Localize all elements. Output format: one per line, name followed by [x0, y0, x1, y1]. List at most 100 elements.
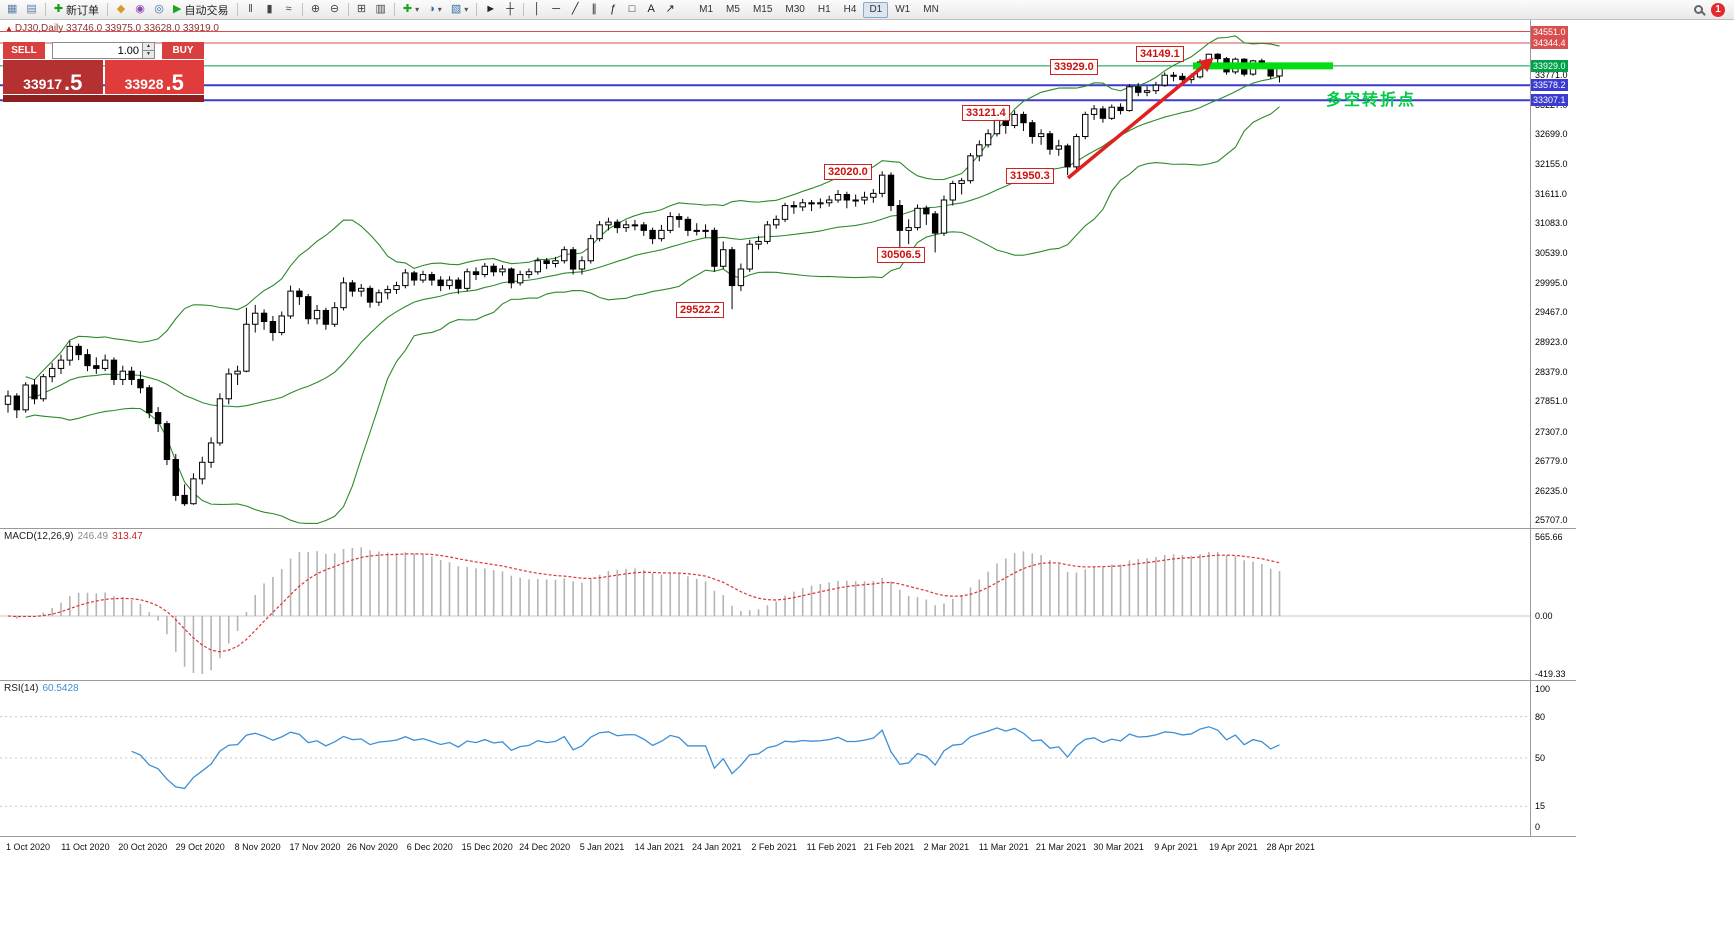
panel-separator[interactable]	[0, 528, 1576, 529]
add-indicator-button[interactable]: ✚ ▾	[399, 1, 423, 18]
price-axis[interactable]: 33771.033227.032699.032155.031611.031083…	[1530, 20, 1576, 528]
price-marker-34344.4: 34344.4	[1531, 36, 1568, 49]
alerts-icon[interactable]: ◉	[131, 1, 149, 18]
price-marker-33929.0: 33929.0	[1531, 59, 1568, 72]
period-button[interactable]: ◑ ▾	[424, 1, 446, 18]
volume-up-icon[interactable]: ▲	[143, 43, 154, 51]
timeframe-m15-button[interactable]: M15	[752, 4, 773, 15]
timeframe-d1-button[interactable]: D1	[863, 1, 889, 18]
volume-down-icon[interactable]: ▼	[143, 51, 154, 58]
candle-body	[128, 370, 135, 380]
time-axis[interactable]: 1 Oct 2020 11 Oct 2020 20 Oct 2020 29 Oct 2…	[0, 837, 1576, 858]
turning-point-note[interactable]: 多空转折点	[1326, 92, 1417, 109]
template-button[interactable]: ▧ ▾	[447, 1, 472, 18]
toolbar-separator	[393, 3, 395, 16]
main-chart[interactable]: ▲ DJ30,Daily 33746.0 33975.0 33628.0 3391…	[0, 20, 1530, 528]
candle-body	[296, 290, 303, 298]
candle-body	[561, 249, 568, 262]
candle-body	[508, 268, 515, 284]
buy-price[interactable]: 33928 .5	[104, 60, 204, 94]
time-label: 24 Jan 2021	[692, 842, 742, 852]
buy-button[interactable]: BUY	[162, 42, 204, 59]
candle-body	[940, 199, 948, 234]
macd-axis[interactable]: 565.66 0.00 -419.33	[1530, 529, 1576, 680]
price-annotation[interactable]: 33929.0	[1050, 59, 1098, 75]
timeframe-h1-button[interactable]: H1	[817, 4, 831, 15]
rsi-axis[interactable]: 100 80 50 15 0	[1530, 681, 1576, 836]
candle-body	[243, 323, 250, 372]
fibonacci-icon: ƒ	[610, 3, 617, 15]
new-order-button-label: 新订单	[66, 4, 100, 17]
zoom-out-icon[interactable]: ⊖	[326, 1, 344, 18]
autotrading-button[interactable]: ▶ 自动交易	[169, 1, 232, 18]
market-icon[interactable]: ◎	[150, 1, 168, 18]
sell-button[interactable]: SELL	[3, 42, 45, 59]
notification-badge[interactable]: 1	[1711, 2, 1725, 17]
metaeditor-icon[interactable]: ◆	[112, 1, 130, 18]
text-icon: A	[647, 3, 655, 15]
candle-body	[1161, 74, 1168, 86]
channel-icon[interactable]: ∥	[585, 1, 603, 18]
rsi-tick: 100	[1535, 684, 1551, 694]
trend-arrow-line[interactable]	[1066, 62, 1208, 180]
timeframe-m5-button[interactable]: M5	[726, 4, 740, 15]
search-icon[interactable]	[1694, 5, 1703, 14]
macd-chart	[0, 547, 1530, 674]
price-tick: 25707.0	[1535, 514, 1568, 525]
bars-chart-icon[interactable]: ‖	[242, 1, 260, 18]
timeframe-w1-button[interactable]: W1	[895, 4, 911, 15]
text-icon[interactable]: A	[642, 1, 660, 18]
arrows-icon: ↗	[665, 3, 675, 15]
time-label: 15 Dec 2020	[461, 842, 513, 852]
candle-body	[931, 213, 939, 234]
autotrading-icon: ▶	[173, 3, 182, 15]
panel-separator[interactable]	[0, 836, 1576, 837]
rsi-chart	[0, 716, 1530, 807]
new-order-button[interactable]: ✚ 新订单	[50, 1, 103, 18]
crosshair-icon[interactable]: ┼	[501, 1, 519, 18]
new-chart-icon[interactable]: ▦	[3, 1, 21, 18]
price-annotation[interactable]: 30506.5	[877, 247, 925, 263]
fibonacci-icon[interactable]: ƒ	[604, 1, 622, 18]
candle-body	[587, 238, 594, 262]
line-chart-icon[interactable]: ≈	[280, 1, 298, 18]
sell-price[interactable]: 33917 .5	[3, 60, 103, 94]
tile-windows-icon[interactable]: ⊞	[353, 1, 371, 18]
price-annotation[interactable]: 33121.4	[962, 105, 1010, 121]
candle-body	[825, 199, 833, 204]
panel-separator[interactable]	[0, 680, 1576, 681]
timeframe-m1-button[interactable]: M1	[699, 4, 714, 15]
rsi-tick: 0	[1535, 822, 1541, 832]
zoom-in-icon[interactable]: ⊕	[307, 1, 325, 18]
arrows-icon[interactable]: ↗	[661, 1, 679, 18]
data-window-icon[interactable]: ▥	[372, 1, 390, 18]
timeframe-h4-button[interactable]: H4	[843, 4, 857, 15]
vertical-line-icon[interactable]: │	[528, 1, 546, 18]
rsi-tick: 80	[1535, 711, 1546, 722]
chart-ohlc-text: DJ30,Daily 33746.0 33975.0 33628.0 33919…	[14, 23, 219, 34]
price-annotation[interactable]: 31950.3	[1006, 168, 1054, 184]
candle-body	[1090, 108, 1098, 115]
profiles-icon[interactable]: ▤	[22, 1, 40, 18]
trendline-icon[interactable]: ╱	[566, 1, 584, 18]
candle-body	[260, 312, 268, 322]
shapes-icon[interactable]: □	[623, 1, 641, 18]
cursor-icon[interactable]: ►	[481, 1, 500, 18]
volume-spinner: ▲ ▼	[142, 43, 154, 58]
time-label: 2 Feb 2021	[751, 842, 797, 852]
candlestick-chart	[0, 31, 1530, 525]
timeframe-m30-button[interactable]: M30	[785, 4, 805, 15]
candle-body	[48, 367, 56, 378]
price-annotation[interactable]: 32020.0	[824, 164, 872, 180]
time-label: 11 Feb 2021	[806, 842, 857, 852]
volume-input[interactable]: 1.00	[117, 44, 139, 57]
horizontal-line-icon[interactable]: ─	[547, 1, 565, 18]
candles-chart-icon[interactable]: ▮	[261, 1, 279, 18]
price-annotation[interactable]: 29522.2	[676, 302, 724, 318]
trend-arrow-head[interactable]	[1198, 57, 1214, 72]
timeframe-mn-button[interactable]: MN	[923, 4, 939, 15]
candle-body	[190, 478, 197, 505]
price-annotation[interactable]: 34149.1	[1136, 46, 1184, 62]
candle-body	[322, 309, 330, 325]
trendline-icon: ╱	[571, 3, 579, 15]
